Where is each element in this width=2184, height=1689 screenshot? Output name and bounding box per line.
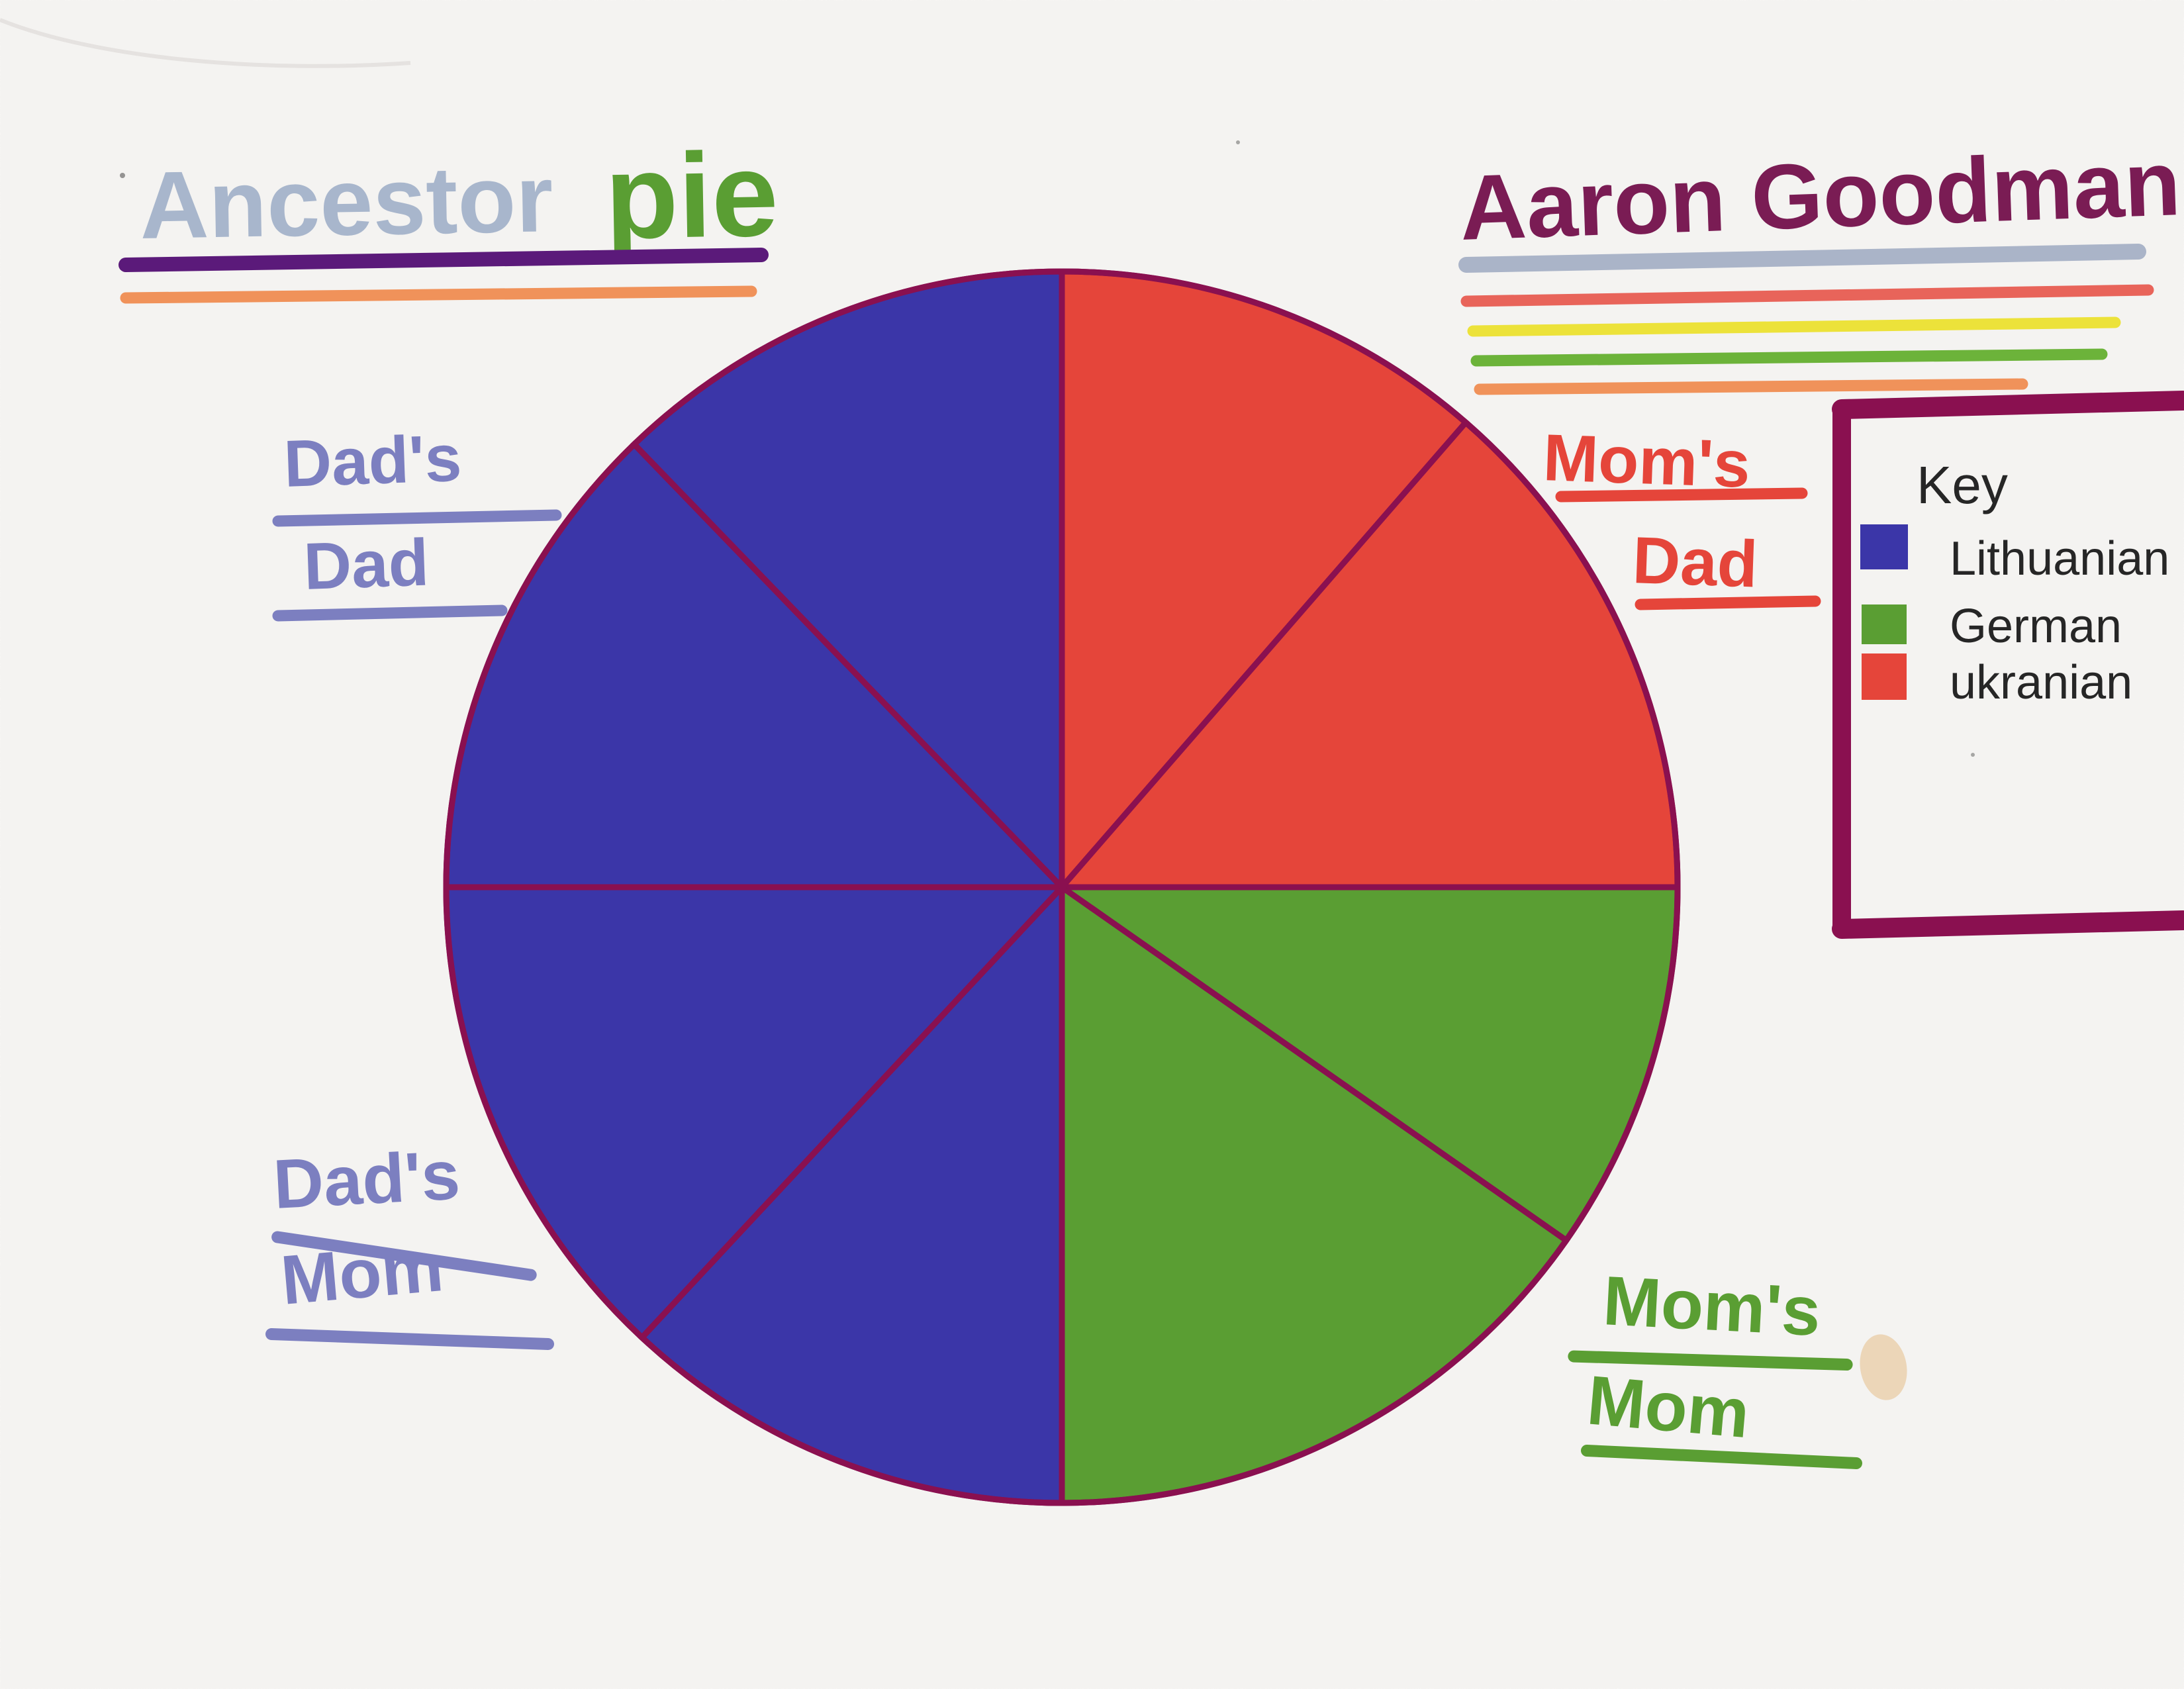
svg-text:Lithuanian: Lithuanian [1950, 532, 2169, 585]
svg-text:Mom: Mom [1584, 1361, 1752, 1453]
svg-text:pie: pie [604, 127, 779, 264]
svg-text:Ancestor: Ancestor [139, 145, 554, 259]
svg-text:Dad's: Dad's [271, 1136, 461, 1224]
svg-text:Key: Key [1917, 456, 2008, 514]
svg-text:ukranian: ukranian [1950, 656, 2132, 709]
svg-text:German: German [1950, 600, 2122, 653]
svg-text:Mom's: Mom's [1601, 1262, 1823, 1351]
svg-text:Dad: Dad [1631, 523, 1759, 602]
svg-text:Dad: Dad [303, 525, 430, 604]
svg-text:Dad's: Dad's [283, 421, 463, 501]
